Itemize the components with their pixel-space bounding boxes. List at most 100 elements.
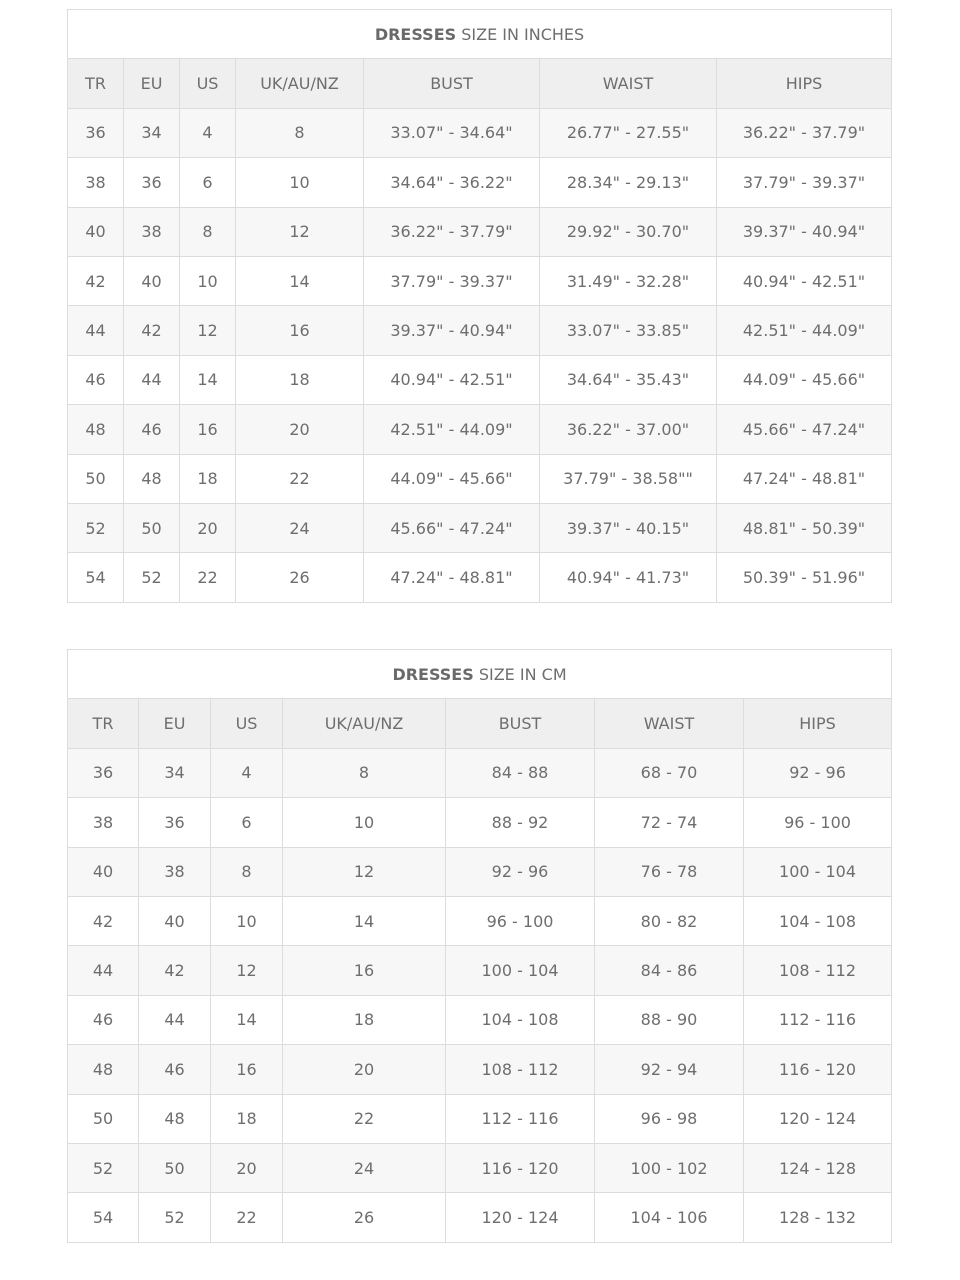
table-cell: 100 - 102 [594,1142,744,1194]
table-cell: 46 [67,354,124,406]
table-cell: 8 [210,846,283,897]
table-cell: 48 [138,1093,211,1144]
table-cell: 42.51" - 44.09" [363,404,540,455]
table-cell: 44 [67,945,139,996]
table-row: 44 42 12 16 100 - 104 84 - 86 108 - 112 [67,945,893,996]
table-cell: 8 [235,107,364,159]
size-table-inches: DRESSES SIZE IN INCHES TR EU US UK/AU/NZ BUS… [66,8,893,603]
table-cell: 34 [123,107,180,159]
table-cell: 22 [235,453,364,504]
table-cell: 31.49" - 32.28" [539,255,717,307]
table-cell: 100 - 104 [742,846,893,897]
table-cell: 50 [67,453,124,504]
table-cell: 36.22" - 37.79" [715,107,893,159]
column-header: UK/AU/NZ [282,698,446,749]
column-header: EU [123,58,180,109]
table-cell: 80 - 82 [594,895,744,947]
table-cell: 47.24" - 48.81" [363,552,540,603]
table-cell: 128 - 132 [742,1192,893,1243]
table-cell: 92 - 94 [594,1044,744,1095]
table-cell: 68 - 70 [594,747,744,799]
table-cell: 48.81" - 50.39" [715,502,893,554]
table-cell: 20 [210,1142,283,1194]
table-cell: 104 - 106 [594,1192,744,1243]
table-row: 52 50 20 24 116 - 120 100 - 102 124 - 128 [67,1142,893,1194]
table-cell: 12 [210,945,283,996]
table-cell: 44.09" - 45.66" [363,453,540,504]
table-cell: 33.07" - 33.85" [539,305,717,356]
table-cell: 124 - 128 [742,1142,893,1194]
table-cell: 14 [210,994,283,1046]
table-row: 36 34 4 8 33.07" - 34.64" 26.77" - 27.55" 36.2… [67,107,893,159]
title-rest: SIZE IN INCHES [456,24,585,44]
table-cell: 4 [179,107,236,159]
table-cell: 6 [179,157,236,208]
table-row: 48 46 16 20 108 - 112 92 - 94 116 - 120 [67,1044,893,1095]
table-cell: 46 [138,1044,211,1095]
column-header: TR [67,58,124,109]
table-cell: 26 [235,552,364,603]
table-cell: 36.22" - 37.79" [363,206,540,257]
table-cell: 18 [179,453,236,504]
column-header: HIPS [715,58,893,109]
table-cell: 50 [138,1142,211,1194]
column-header: BUST [363,58,540,109]
table-cell: 44.09" - 45.66" [715,354,893,406]
table-row: 38 36 6 10 88 - 92 72 - 74 96 - 100 [67,797,893,848]
column-header: TR [67,698,139,749]
table-cell: 52 [138,1192,211,1243]
table-cell: 26 [282,1192,446,1243]
table-cell: 40.94" - 42.51" [363,354,540,406]
table-row: 54 52 22 26 120 - 124 104 - 106 128 - 132 [67,1192,893,1243]
table-cell: 12 [282,846,446,897]
table-row: 46 44 14 18 40.94" - 42.51" 34.64" - 35.43" 44… [67,354,893,406]
table-cell: 36 [67,107,124,159]
table-cell: 24 [235,502,364,554]
table-cell: 18 [235,354,364,406]
table-cell: 54 [67,1192,139,1243]
table-cell: 108 - 112 [445,1044,595,1095]
table-cell: 29.92" - 30.70" [539,206,717,257]
table-cell: 45.66" - 47.24" [715,404,893,455]
table-cell: 100 - 104 [445,945,595,996]
table-cell: 33.07" - 34.64" [363,107,540,159]
table-cell: 54 [67,552,124,603]
table-cell: 38 [138,846,211,897]
table-cell: 14 [235,255,364,307]
table-cell: 120 - 124 [445,1192,595,1243]
table-row: 42 40 10 14 37.79" - 39.37" 31.49" - 32.28" 40… [67,255,893,307]
column-header: BUST [445,698,595,749]
table-cell: 4 [210,747,283,799]
column-header: HIPS [742,698,893,749]
table-cell: 12 [235,206,364,257]
title-rest: SIZE IN CM [473,664,567,684]
table-cell: 40 [67,206,124,257]
table-cell: 44 [123,354,180,406]
table-cell: 46 [123,404,180,455]
table-cell: 42 [138,945,211,996]
table-row: 40 38 8 12 36.22" - 37.79" 29.92" - 30.70" 39.… [67,206,893,257]
table-cell: 92 - 96 [445,846,595,897]
table-cell: 44 [67,305,124,356]
table-row: 46 44 14 18 104 - 108 88 - 90 112 - 116 [67,994,893,1046]
table-cell: 12 [179,305,236,356]
column-header: UK/AU/NZ [235,58,364,109]
table-cell: 6 [210,797,283,848]
table-cell: 14 [179,354,236,406]
table-cell: 36.22" - 37.00" [539,404,717,455]
table-cell: 50 [123,502,180,554]
table-cell: 10 [282,797,446,848]
table-cell: 120 - 124 [742,1093,893,1144]
title-bold: DRESSES [374,24,457,44]
column-header: EU [138,698,211,749]
table-row: 48 46 16 20 42.51" - 44.09" 36.22" - 37.00" 45… [67,404,893,455]
table-cell: 47.24" - 48.81" [715,453,893,504]
table-cell: 18 [282,994,446,1046]
table-cell: 36 [67,747,139,799]
table-cell: 39.37" - 40.94" [363,305,540,356]
table-row: 50 48 18 22 44.09" - 45.66" 37.79" - 38.58"" 4… [67,453,893,504]
table-cell: 37.79" - 39.37" [715,157,893,208]
table-cell: 40 [67,846,139,897]
table-cell: 44 [138,994,211,1046]
table-cell: 112 - 116 [742,994,893,1046]
